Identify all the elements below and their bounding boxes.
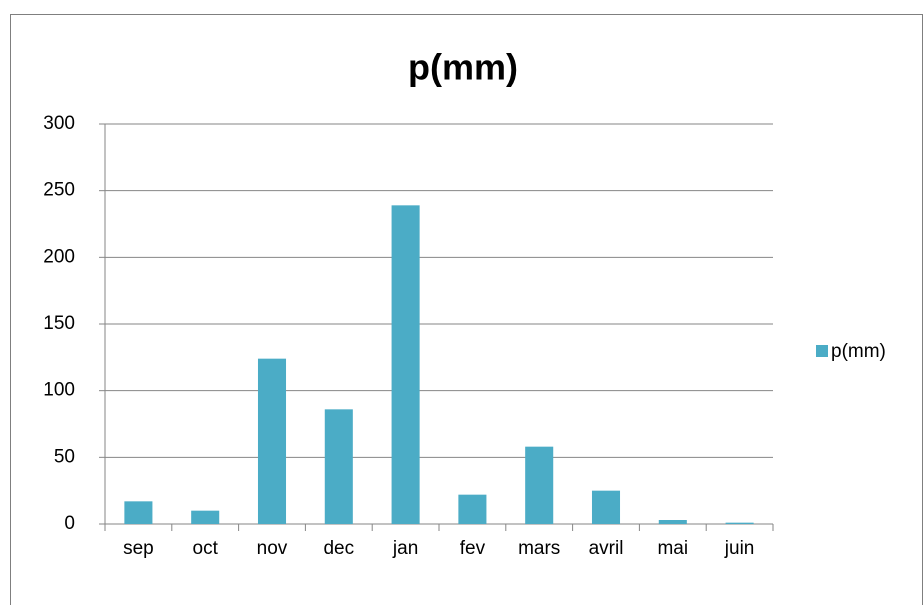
x-tick-label: dec xyxy=(323,538,354,559)
legend-swatch xyxy=(816,345,828,357)
bar xyxy=(324,409,353,524)
x-tick-label: nov xyxy=(257,538,288,559)
bar xyxy=(458,494,487,524)
bar xyxy=(257,358,287,524)
x-tick-label: juin xyxy=(724,538,755,559)
x-tick-label: avril xyxy=(589,538,624,559)
bar xyxy=(725,522,754,524)
bar xyxy=(525,446,554,524)
bar xyxy=(658,520,687,524)
x-tick-label: mai xyxy=(657,538,688,559)
legend-label: p(mm) xyxy=(831,341,886,362)
chart-title: p(mm) xyxy=(408,47,518,88)
bar xyxy=(191,510,220,524)
x-tick-label: jan xyxy=(392,538,418,559)
y-tick-label: 200 xyxy=(43,246,75,267)
x-tick-label: fev xyxy=(460,538,486,559)
x-tick-label: sep xyxy=(123,538,154,559)
y-tick-label: 300 xyxy=(43,113,75,134)
y-tick-label: 50 xyxy=(54,446,75,467)
bar xyxy=(591,490,621,524)
x-tick-label: mars xyxy=(518,538,560,559)
y-tick-label: 250 xyxy=(43,180,75,201)
y-tick-label: 100 xyxy=(43,380,75,401)
y-tick-label: 150 xyxy=(43,313,75,334)
y-tick-label: 0 xyxy=(64,513,75,534)
bar xyxy=(124,501,153,524)
x-tick-label: oct xyxy=(193,538,219,559)
bar xyxy=(391,205,420,525)
